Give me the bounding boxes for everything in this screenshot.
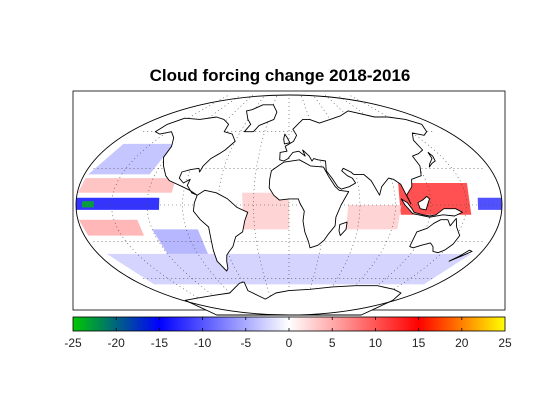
anomaly-region [88, 143, 174, 175]
colorbar-tick-label: -15 [151, 336, 169, 350]
colorbar-tick-label: 10 [369, 336, 383, 350]
anomaly-region [152, 229, 208, 254]
coastlines [154, 104, 473, 316]
landmass-greenland [243, 104, 278, 133]
graticule-line [217, 94, 266, 316]
landmass-africa [268, 159, 350, 249]
map-title: Cloud forcing change 2018-2016 [149, 66, 411, 85]
anomaly-region [106, 253, 472, 285]
colorbar-tick-label: 20 [455, 336, 469, 350]
globe [75, 94, 503, 316]
globe-outline [75, 94, 503, 316]
colorbar-tick-label: -20 [108, 336, 126, 350]
landmass-uk [283, 133, 291, 145]
colorbar-tick-label: 5 [329, 336, 336, 350]
landmass-madagascar [338, 221, 348, 237]
landmass-japan [427, 151, 436, 168]
anomaly-region [398, 183, 472, 215]
anomaly-region [82, 201, 94, 208]
anomaly-region [477, 197, 502, 210]
colorbar-tick-label: -5 [240, 336, 251, 350]
landmass-new-zealand [448, 249, 473, 262]
landmass-south-america [192, 189, 249, 272]
colorbar-tick-label: -25 [64, 336, 82, 350]
landmass-north-america [154, 116, 236, 196]
anomaly-region [78, 219, 144, 236]
landmass-australia [409, 217, 461, 254]
colorbar-ticks: -25 -20 -15 -10 -5 0 5 10 15 20 25 [64, 317, 512, 350]
colorbar-tick-label: 0 [286, 336, 293, 350]
landmass-borneo [417, 195, 430, 211]
anomaly-region [346, 205, 402, 230]
colorbar-tick-label: 25 [498, 336, 512, 350]
landmass-antarctica [184, 281, 402, 316]
graticule-line [312, 94, 361, 316]
landmass-indonesia [400, 198, 463, 218]
colorbar-tick-label: 15 [412, 336, 426, 350]
colorbar: -25 -20 -15 -10 -5 0 5 10 15 20 25 [64, 316, 512, 350]
landmass-eurasia [279, 110, 428, 205]
colorbar-tick-label: -10 [194, 336, 212, 350]
anomaly-region [76, 197, 160, 210]
anomaly-region [78, 178, 176, 193]
